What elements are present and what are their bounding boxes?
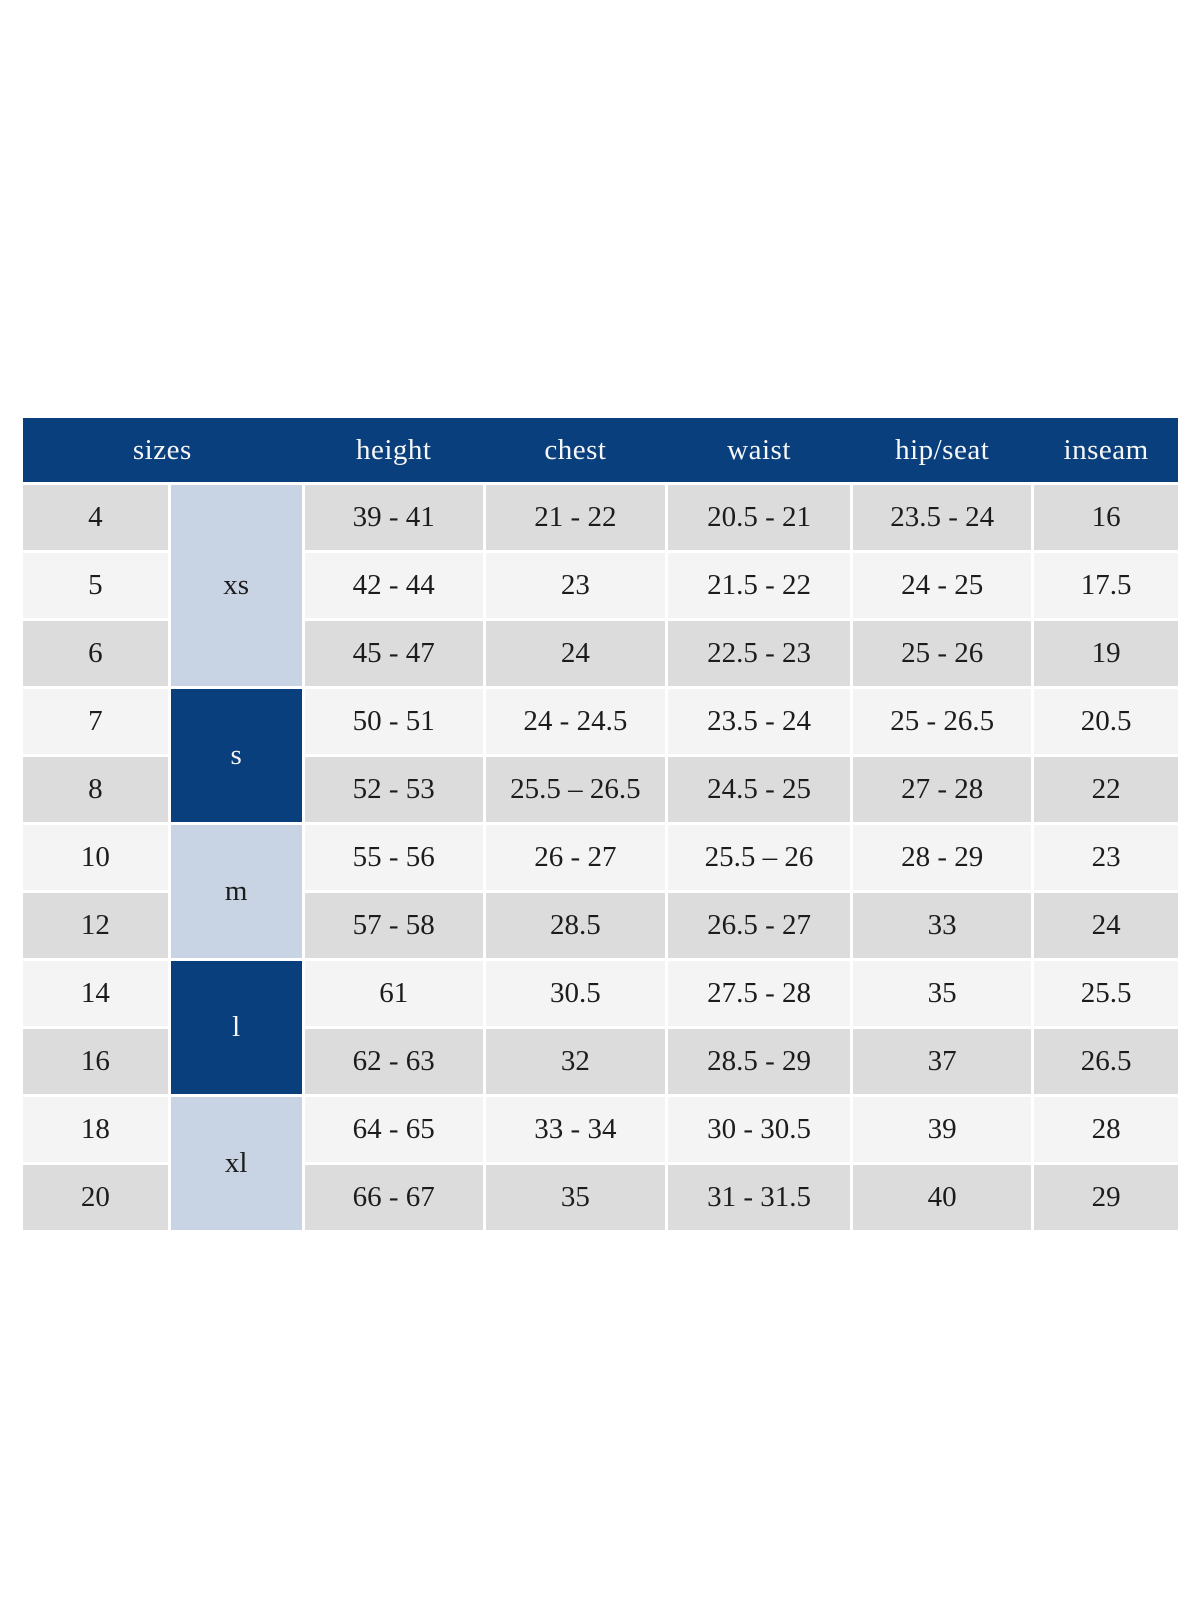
waist-cell: 20.5 - 21	[667, 485, 851, 550]
size-cell: 8	[23, 757, 168, 822]
inseam-cell: 24	[1034, 893, 1178, 958]
hip-seat-cell: 23.5 - 24	[853, 485, 1032, 550]
height-cell: 52 - 53	[304, 757, 483, 822]
hip-seat-cell: 40	[853, 1165, 1032, 1230]
chest-cell: 32	[485, 1029, 665, 1094]
waist-cell: 21.5 - 22	[667, 553, 851, 618]
height-cell: 66 - 67	[304, 1165, 483, 1230]
inseam-cell: 26.5	[1034, 1029, 1178, 1094]
hip-seat-cell: 35	[853, 961, 1032, 1026]
height-cell: 42 - 44	[304, 553, 483, 618]
size-cell: 5	[23, 553, 168, 618]
hip-seat-cell: 39	[853, 1097, 1032, 1162]
waist-cell: 25.5 – 26	[667, 825, 851, 890]
inseam-cell: 22	[1034, 757, 1178, 822]
size-cell: 12	[23, 893, 168, 958]
inseam-cell: 29	[1034, 1165, 1178, 1230]
hip-seat-cell: 25 - 26.5	[853, 689, 1032, 754]
hip-seat-cell: 25 - 26	[853, 621, 1032, 686]
size-cell: 20	[23, 1165, 168, 1230]
waist-cell: 26.5 - 27	[667, 893, 851, 958]
inseam-cell: 19	[1034, 621, 1178, 686]
waist-cell: 22.5 - 23	[667, 621, 851, 686]
inseam-cell: 20.5	[1034, 689, 1178, 754]
height-cell: 61	[304, 961, 483, 1026]
chest-cell: 35	[485, 1165, 665, 1230]
size-table: sizes height chest waist hip/seat inseam…	[23, 418, 1178, 1230]
size-group-cell-xl: xl	[170, 1097, 302, 1230]
header-cell-waist: waist	[727, 433, 791, 466]
header-cell-height: height	[355, 433, 432, 466]
size-cell: 10	[23, 825, 168, 890]
height-cell: 64 - 65	[304, 1097, 483, 1162]
hip-seat-cell: 24 - 25	[853, 553, 1032, 618]
chest-cell: 24 - 24.5	[485, 689, 665, 754]
height-cell: 62 - 63	[304, 1029, 483, 1094]
height-cell: 39 - 41	[304, 485, 483, 550]
height-cell: 57 - 58	[304, 893, 483, 958]
size-group-cell-m: m	[170, 825, 302, 958]
chest-cell: 24	[485, 621, 665, 686]
waist-cell: 30 - 30.5	[667, 1097, 851, 1162]
size-group-cell-l: l	[170, 961, 302, 1094]
size-cell: 6	[23, 621, 168, 686]
size-cell: 18	[23, 1097, 168, 1162]
chest-cell: 26 - 27	[485, 825, 665, 890]
waist-cell: 24.5 - 25	[667, 757, 851, 822]
waist-cell: 23.5 - 24	[667, 689, 851, 754]
inseam-cell: 17.5	[1034, 553, 1178, 618]
size-cell: 7	[23, 689, 168, 754]
size-cell: 14	[23, 961, 168, 1026]
chest-cell: 21 - 22	[485, 485, 665, 550]
header-cell-chest: chest	[544, 433, 607, 466]
chest-cell: 28.5	[485, 893, 665, 958]
size-group-cell-s: s	[170, 689, 302, 822]
header-cell-sizes: sizes	[132, 433, 192, 466]
header-cell-hip-seat: hip/seat	[895, 433, 990, 466]
chest-cell: 25.5 – 26.5	[485, 757, 665, 822]
waist-cell: 31 - 31.5	[667, 1165, 851, 1230]
inseam-cell: 16	[1034, 485, 1178, 550]
size-group-cell-xs: xs	[170, 485, 302, 686]
height-cell: 50 - 51	[304, 689, 483, 754]
size-cell: 16	[23, 1029, 168, 1094]
hip-seat-cell: 28 - 29	[853, 825, 1032, 890]
size-cell: 4	[23, 485, 168, 550]
chest-cell: 30.5	[485, 961, 665, 1026]
hip-seat-cell: 27 - 28	[853, 757, 1032, 822]
hip-seat-cell: 33	[853, 893, 1032, 958]
height-cell: 45 - 47	[304, 621, 483, 686]
inseam-cell: 28	[1034, 1097, 1178, 1162]
chest-cell: 23	[485, 553, 665, 618]
waist-cell: 28.5 - 29	[667, 1029, 851, 1094]
inseam-cell: 25.5	[1034, 961, 1178, 1026]
inseam-cell: 23	[1034, 825, 1178, 890]
waist-cell: 27.5 - 28	[667, 961, 851, 1026]
header-cell-inseam: inseam	[1063, 433, 1149, 466]
height-cell: 55 - 56	[304, 825, 483, 890]
hip-seat-cell: 37	[853, 1029, 1032, 1094]
table-header-row: sizes height chest waist hip/seat inseam	[23, 418, 1178, 482]
chest-cell: 33 - 34	[485, 1097, 665, 1162]
